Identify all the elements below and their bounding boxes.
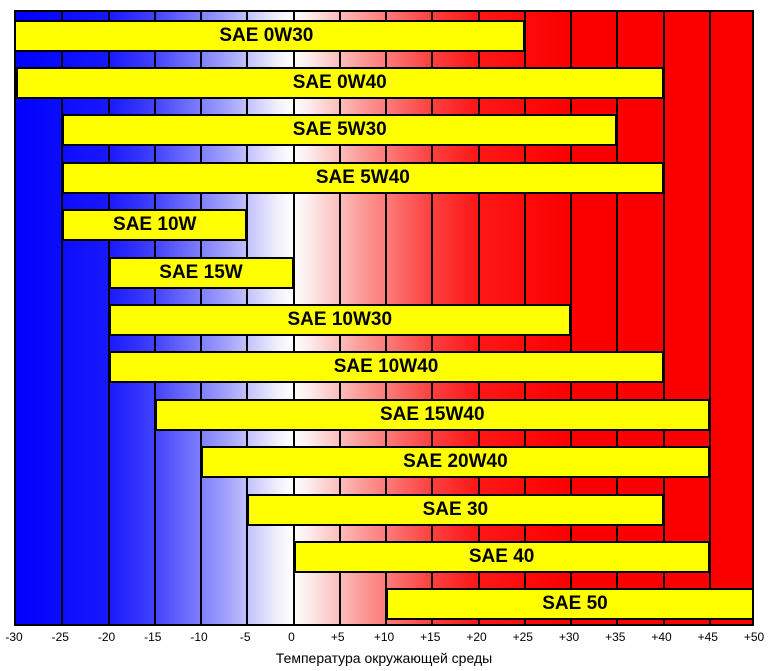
x-tick-label: +5 xyxy=(331,630,345,644)
x-tick-label: +45 xyxy=(698,630,718,644)
bar-label: SAE 10W30 xyxy=(287,309,392,331)
x-tick-label: -30 xyxy=(5,630,22,644)
temperature-bar: SAE 5W30 xyxy=(62,114,617,146)
bar-label: SAE 15W40 xyxy=(380,404,485,426)
temperature-bar: SAE 15W xyxy=(109,257,294,289)
temperature-bar: SAE 10W30 xyxy=(109,304,572,336)
x-axis-label: Температура окружающей среды xyxy=(0,650,768,666)
x-tick-label: +40 xyxy=(651,630,671,644)
bar-label: SAE 10W xyxy=(113,214,196,236)
temperature-bar: SAE 50 xyxy=(386,588,754,620)
x-tick-label: +10 xyxy=(374,630,394,644)
bar-label: SAE 10W40 xyxy=(334,356,439,378)
bar-label: SAE 30 xyxy=(423,499,488,521)
x-tick-label: +25 xyxy=(513,630,533,644)
x-tick-label: -25 xyxy=(52,630,69,644)
bar-label: SAE 40 xyxy=(469,546,534,568)
temperature-bar: SAE 10W xyxy=(62,209,247,241)
x-tick-label: +15 xyxy=(420,630,440,644)
x-tick-label: -15 xyxy=(144,630,161,644)
gridline xyxy=(616,12,618,624)
x-tick-label: +35 xyxy=(605,630,625,644)
bar-label: SAE 20W40 xyxy=(403,451,508,473)
gridline xyxy=(709,12,711,624)
bar-label: SAE 15W xyxy=(159,262,242,284)
bar-label: SAE 50 xyxy=(542,593,607,615)
x-tick-label: 0 xyxy=(288,630,295,644)
x-tick-label: +20 xyxy=(466,630,486,644)
temperature-bar: SAE 10W40 xyxy=(109,351,664,383)
x-tick-label: -10 xyxy=(190,630,207,644)
x-axis: -30-25-20-15-10-50+5+10+15+20+25+30+35+4… xyxy=(14,630,754,650)
temperature-bar: SAE 0W40 xyxy=(16,67,664,99)
gridline xyxy=(61,12,63,624)
bar-label: SAE 0W40 xyxy=(293,72,387,94)
gridline xyxy=(663,12,665,624)
bar-label: SAE 0W30 xyxy=(219,25,313,47)
temperature-bar: SAE 30 xyxy=(247,494,663,526)
bar-label: SAE 5W30 xyxy=(293,119,387,141)
chart-area: SAE 0W30 SAE 0W40 SAE 5W30 SAE 5W40 SAE 10W S… xyxy=(14,10,754,626)
bar-label: SAE 5W40 xyxy=(316,167,410,189)
temperature-bar: SAE 40 xyxy=(294,541,710,573)
x-tick-label: -5 xyxy=(240,630,251,644)
chart-container: SAE 0W30 SAE 0W40 SAE 5W30 SAE 5W40 SAE 10W S… xyxy=(0,0,768,671)
temperature-bar: SAE 15W40 xyxy=(155,399,710,431)
temperature-bar: SAE 0W30 xyxy=(14,20,525,52)
temperature-bar: SAE 20W40 xyxy=(201,446,710,478)
temperature-bar: SAE 5W40 xyxy=(62,162,663,194)
x-tick-label: +30 xyxy=(559,630,579,644)
x-tick-label: -20 xyxy=(98,630,115,644)
x-tick-label: +50 xyxy=(744,630,764,644)
